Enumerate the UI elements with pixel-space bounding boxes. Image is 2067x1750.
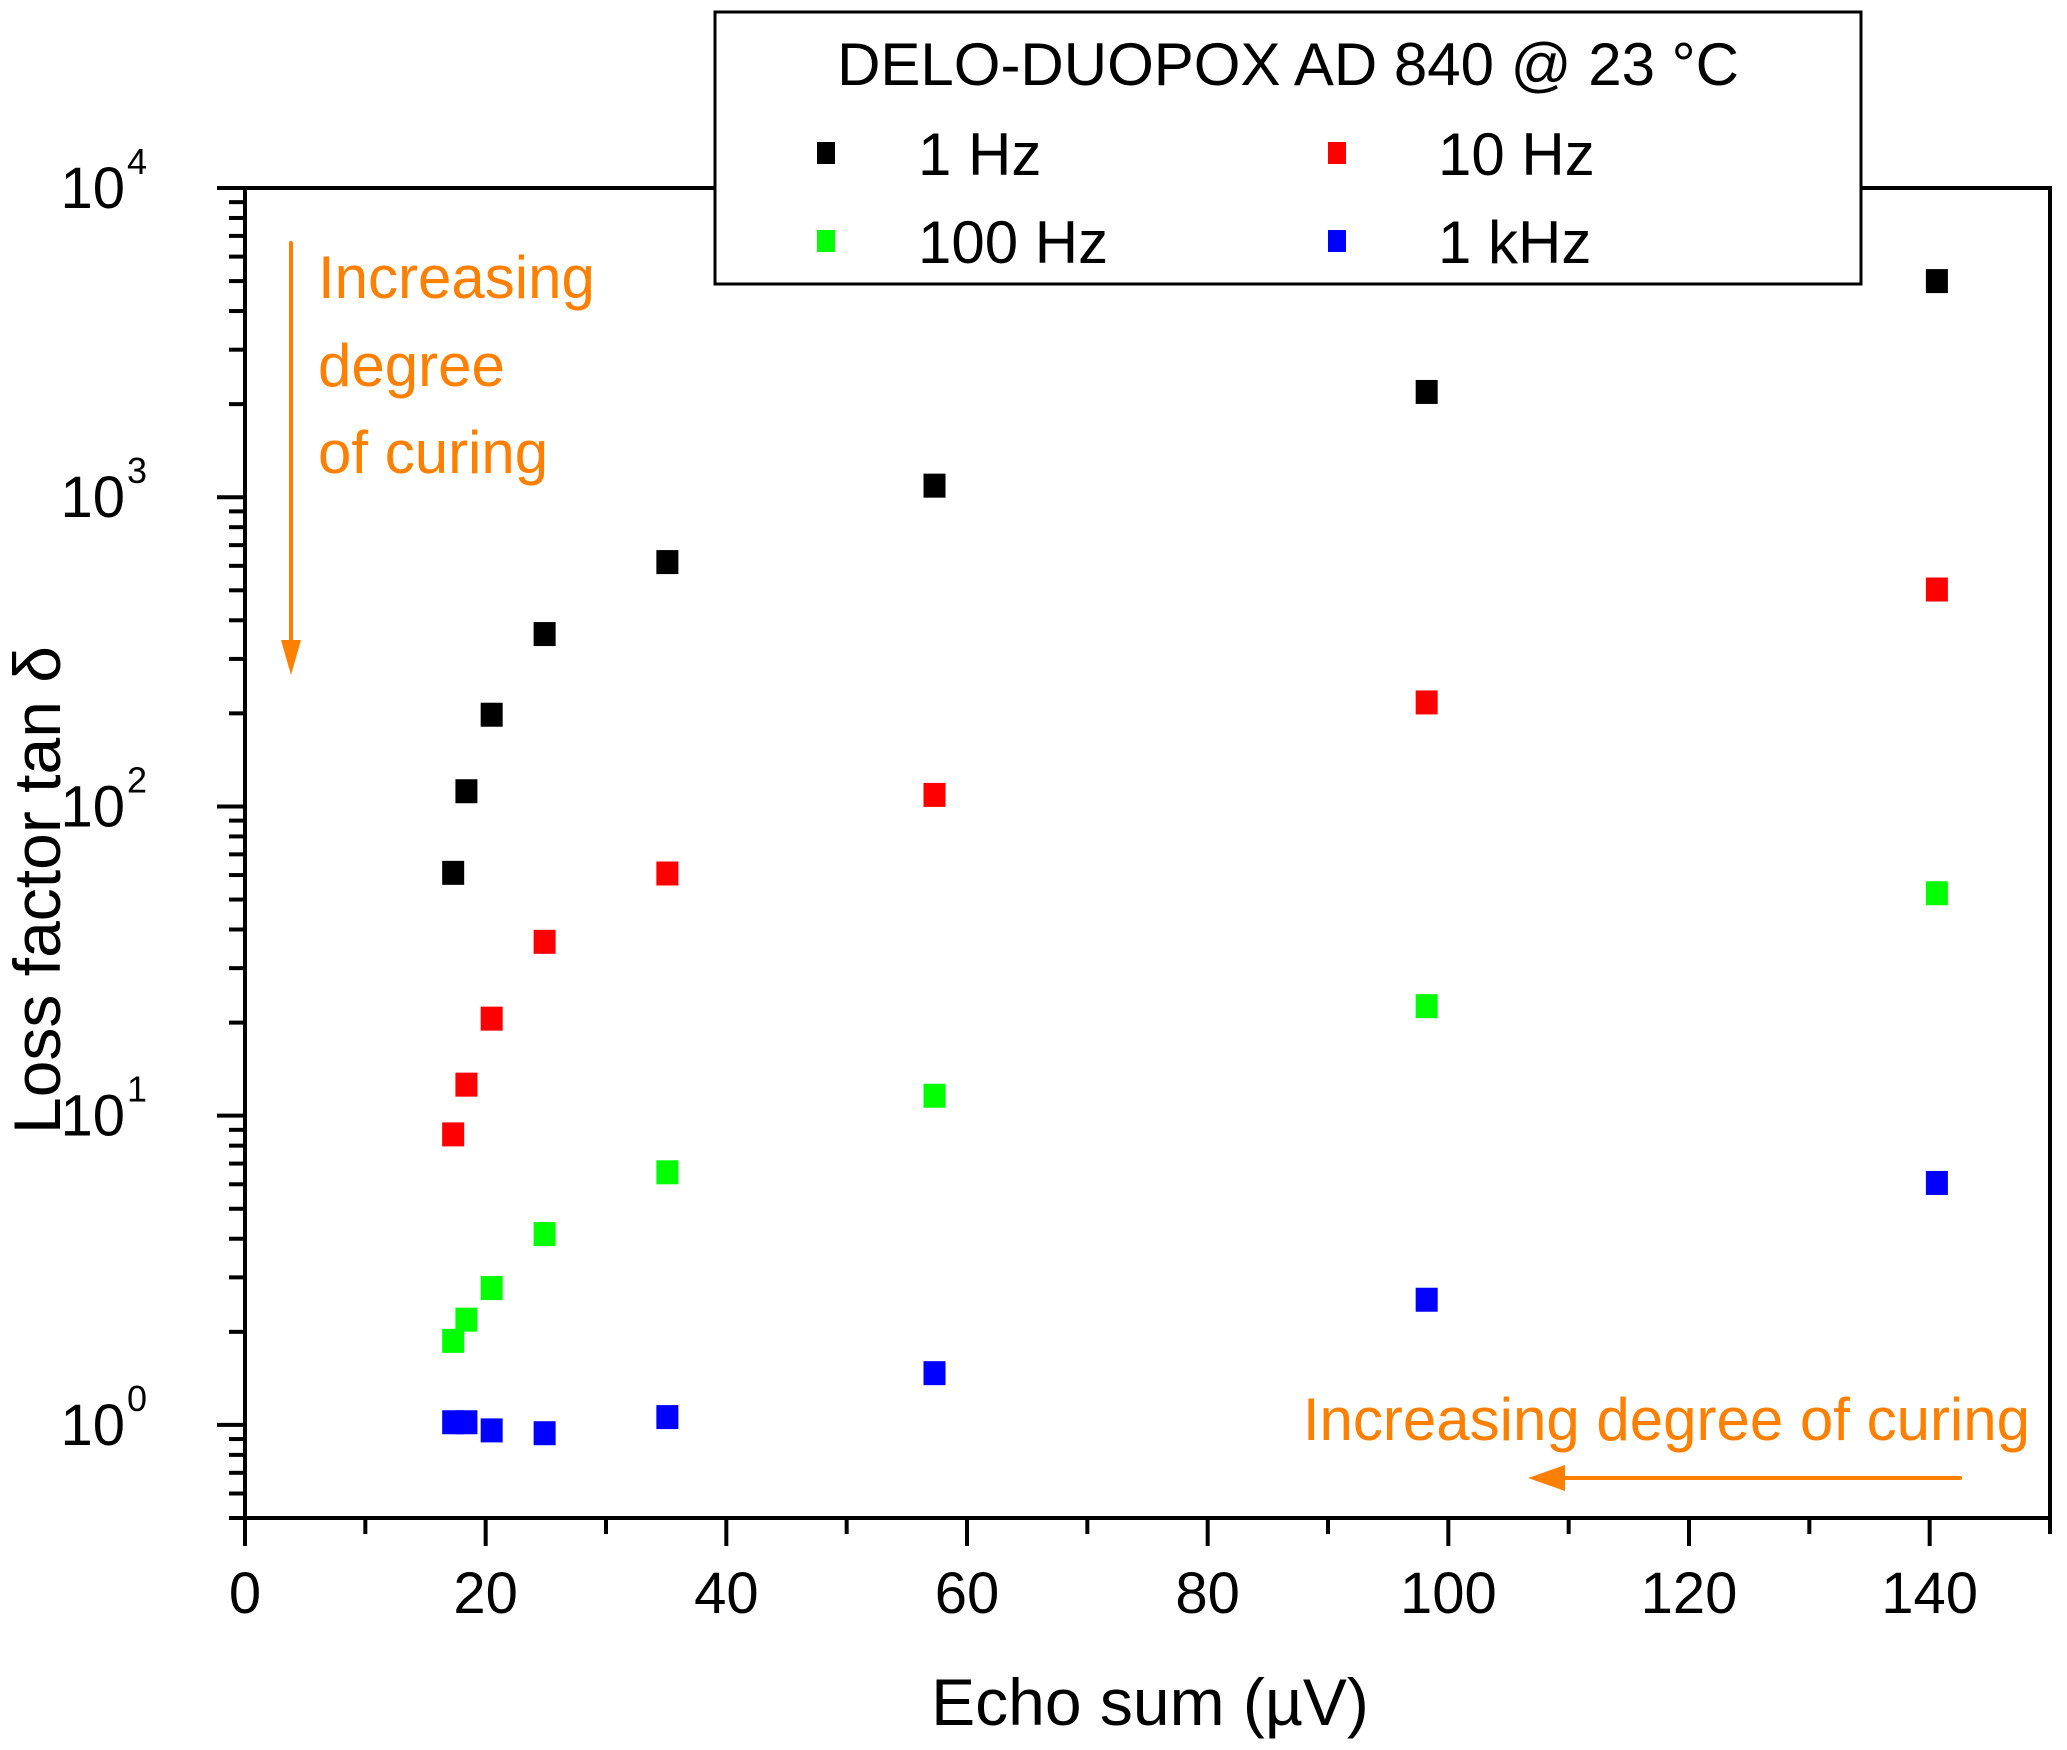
data-point: [480, 702, 503, 727]
annotation-vertical: Increasing degree of curing: [281, 241, 595, 675]
legend-marker: [817, 230, 835, 252]
annotation-horizontal: Increasing degree of curing: [1303, 1386, 2030, 1491]
data-point: [1925, 577, 1948, 602]
legend-title: DELO-DUOPOX AD 840 @ 23 °C: [837, 31, 1739, 98]
legend-marker: [1328, 142, 1346, 164]
arrow-left-icon: [1528, 1465, 1565, 1491]
data-point: [656, 1405, 679, 1430]
data-point: [455, 1307, 478, 1332]
data-point: [1415, 994, 1438, 1019]
series-1-hz: [442, 269, 1948, 885]
legend-label: 10 Hz: [1438, 121, 1595, 188]
y-tick-label: 10: [60, 1084, 125, 1149]
x-tick-label: 0: [229, 1561, 261, 1626]
x-tick-label: 40: [694, 1561, 759, 1626]
y-tick-label-exponent: 3: [127, 450, 147, 491]
data-point: [923, 473, 946, 498]
series-1-khz: [442, 1170, 1948, 1446]
data-point: [455, 1410, 478, 1435]
legend-box: [713, 10, 1863, 286]
annotation-line: degree: [318, 332, 505, 399]
data-point: [1415, 1287, 1438, 1312]
arrow-down-icon: [281, 640, 301, 675]
data-point: [442, 1122, 465, 1147]
data-points: [442, 269, 1948, 1446]
x-axis-title: Echo sum (µV): [931, 1665, 1369, 1739]
legend-label: 1 kHz: [1438, 209, 1591, 276]
data-point: [480, 1006, 503, 1031]
y-tick-label-exponent: 2: [127, 759, 147, 800]
data-point: [1925, 269, 1948, 294]
annotation-line: of curing: [318, 419, 548, 486]
y-tick-label: 10: [60, 465, 125, 530]
data-point: [656, 550, 679, 575]
axes: [243, 186, 2052, 1520]
y-tick-label-exponent: 0: [127, 1378, 147, 1419]
data-point: [1415, 379, 1438, 404]
series-100-hz: [442, 881, 1948, 1353]
data-point: [923, 1083, 946, 1108]
y-axis-title: Loss factor tan δ: [0, 646, 74, 1134]
x-tick-label: 80: [1175, 1561, 1240, 1626]
legend-marker: [817, 142, 835, 164]
data-point: [656, 1160, 679, 1185]
legend-marker: [1328, 230, 1346, 252]
data-point: [923, 782, 946, 807]
annotation-line: Increasing degree of curing: [1303, 1386, 2030, 1453]
data-point: [442, 1328, 465, 1353]
data-point: [656, 861, 679, 886]
legend: DELO-DUOPOX AD 840 @ 23 °C 1 Hz 10 Hz 10…: [713, 10, 1863, 286]
y-tick-label-exponent: 4: [127, 141, 147, 182]
data-point: [442, 860, 465, 885]
series-10-hz: [442, 577, 1948, 1147]
y-tick-label: 10: [60, 1393, 125, 1458]
x-tick-label: 60: [935, 1561, 1000, 1626]
plot-frame: [243, 186, 2052, 1520]
data-point: [1415, 690, 1438, 715]
data-point: [455, 1072, 478, 1097]
x-tick-label: 140: [1881, 1561, 1978, 1626]
annotation-line: Increasing: [318, 244, 595, 311]
data-point: [480, 1276, 503, 1301]
data-point: [923, 1361, 946, 1386]
y-tick-label-exponent: 1: [127, 1069, 147, 1110]
data-point: [1925, 881, 1948, 906]
legend-label: 100 Hz: [918, 209, 1108, 276]
y-tick-label: 10: [60, 156, 125, 221]
data-point: [533, 1222, 556, 1247]
x-axis-ticks: 0 20 40 60 80 100 120 140: [229, 1518, 2052, 1626]
data-point: [533, 929, 556, 954]
legend-label: 1 Hz: [918, 121, 1041, 188]
y-tick-label: 10: [60, 774, 125, 839]
x-tick-label: 120: [1641, 1561, 1738, 1626]
data-point: [480, 1418, 503, 1443]
data-point: [533, 1421, 556, 1446]
x-tick-label: 20: [453, 1561, 518, 1626]
data-point: [455, 779, 478, 804]
data-point: [533, 622, 556, 647]
data-point: [1925, 1170, 1948, 1195]
x-tick-label: 100: [1400, 1561, 1497, 1626]
